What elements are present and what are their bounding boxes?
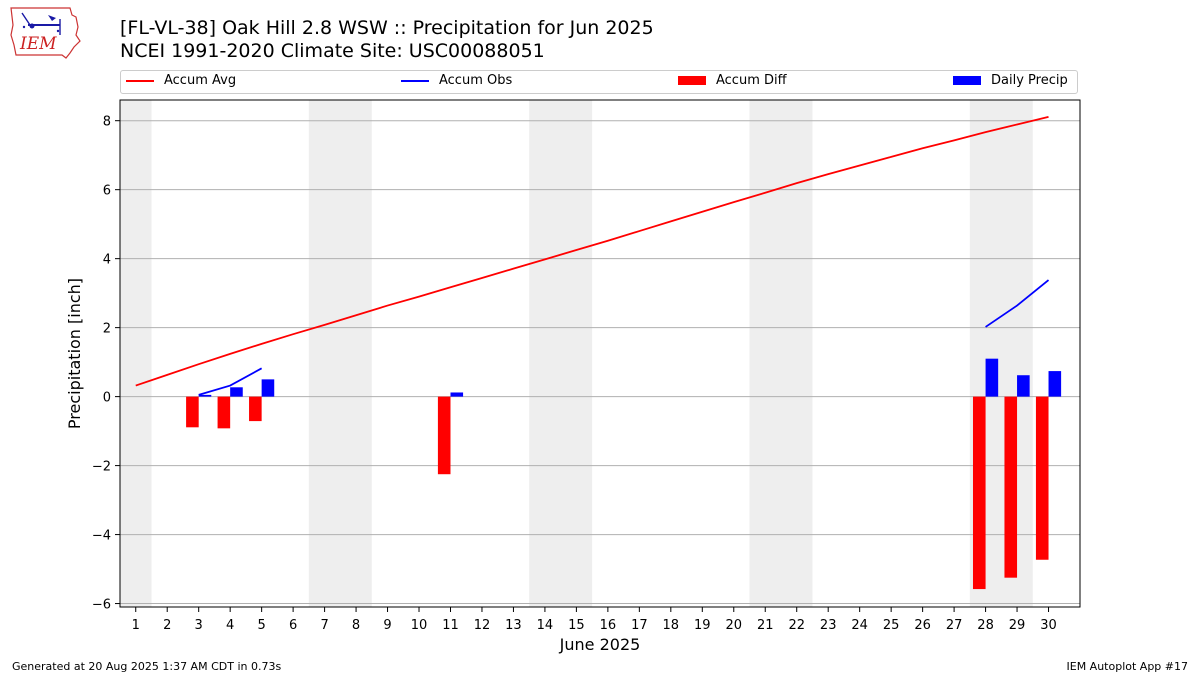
x-tick-label: 5 [257, 618, 265, 633]
weekend-shading [120, 100, 1033, 607]
x-tick-label: 21 [757, 618, 774, 633]
generated-timestamp: Generated at 20 Aug 2025 1:37 AM CDT in … [12, 660, 282, 673]
accum-diff-bar [972, 396, 986, 590]
accum-obs-line [198, 367, 263, 396]
x-tick-label: 13 [505, 618, 522, 633]
accum-diff-bar [1004, 396, 1018, 578]
x-tick-label: 14 [537, 618, 554, 633]
legend-label: Accum Avg [164, 73, 237, 88]
x-axis-label: June 2025 [559, 635, 641, 654]
x-tick-label: 19 [694, 618, 711, 633]
x-tick-label: 9 [383, 618, 391, 633]
chart-subtitle: NCEI 1991-2020 Climate Site: USC00088051 [120, 40, 545, 62]
weekend-band [308, 100, 372, 607]
y-tick-label: −4 [92, 529, 111, 544]
x-tick-label: 27 [946, 618, 963, 633]
app-label: IEM Autoplot App #17 [1066, 660, 1189, 673]
plot-frame [119, 99, 1081, 608]
x-tick-label: 29 [1009, 618, 1026, 633]
legend-label: Accum Obs [439, 73, 513, 88]
legend-swatch [401, 79, 429, 82]
weekend-band [749, 100, 813, 607]
accum-diff-bar [437, 396, 451, 475]
x-tick-label: 7 [320, 618, 328, 633]
legend-swatch [953, 76, 981, 85]
x-tick-label: 16 [600, 618, 617, 633]
x-tick-label: 15 [568, 618, 585, 633]
x-tick-label: 11 [442, 618, 459, 633]
x-tick-label: 6 [289, 618, 297, 633]
x-tick-label: 18 [663, 618, 680, 633]
accum-diff-bar [249, 396, 262, 422]
daily-precip-bar [450, 392, 464, 397]
daily-precip-bar [261, 379, 275, 397]
daily-precip-bar [1048, 371, 1062, 397]
y-tick-label: 6 [103, 184, 111, 199]
x-tick-label: 1 [132, 618, 140, 633]
x-tick-label: 17 [631, 618, 648, 633]
y-tick-label: −2 [92, 460, 111, 475]
legend-swatch [126, 79, 154, 82]
x-tick-label: 25 [883, 618, 900, 633]
chart-title: [FL-VL-38] Oak Hill 2.8 WSW :: Precipita… [120, 17, 654, 39]
x-tick-label: 8 [352, 618, 360, 633]
x-tick-label: 22 [788, 618, 805, 633]
x-tick-label: 4 [226, 618, 234, 633]
x-tick-label: 20 [725, 618, 742, 633]
legend-swatch [678, 76, 706, 85]
daily-precip-bar [1017, 375, 1030, 397]
x-tick-label: 2 [163, 618, 171, 633]
x-tick-label: 26 [914, 618, 931, 633]
accum-diff-bar [186, 396, 199, 428]
x-tick-label: 12 [474, 618, 491, 633]
legend-label: Daily Precip [991, 73, 1068, 88]
legend-item-accum-diff: Accum Diff [678, 73, 787, 88]
weekend-band [120, 100, 152, 607]
y-axis-label: Precipitation [inch] [65, 278, 84, 429]
y-tick-label: −6 [92, 598, 111, 613]
x-tick-label: 24 [851, 618, 868, 633]
grid-lines [120, 120, 1080, 605]
daily-precip-bar [198, 394, 212, 397]
x-tick-label: 28 [977, 618, 994, 633]
x-tick-label: 10 [411, 618, 428, 633]
x-tick-label: 23 [820, 618, 837, 633]
legend-label: Accum Diff [716, 73, 787, 88]
logo-text: IEM [19, 34, 57, 54]
iem-logo: IEM [8, 5, 83, 64]
y-tick-label: 4 [103, 253, 111, 268]
lines [135, 116, 1050, 396]
accum-diff-bar [217, 396, 231, 429]
bars [186, 358, 1062, 590]
y-tick-label: 0 [103, 391, 111, 406]
y-tick-label: 8 [103, 115, 111, 130]
y-tick-label: 2 [103, 322, 111, 337]
daily-precip-bar [230, 387, 243, 397]
weekend-band [529, 100, 593, 607]
accum-diff-bar [1035, 396, 1049, 560]
chart-legend: Accum Avg Accum Obs Accum Diff Daily Pre… [120, 70, 1078, 94]
accum-avg-line [135, 116, 1049, 387]
x-tick-label: 30 [1040, 618, 1057, 633]
legend-item-accum-avg: Accum Avg [126, 73, 236, 88]
accum-obs-line [985, 279, 1050, 328]
x-tick-label: 3 [195, 618, 203, 633]
legend-item-accum-obs: Accum Obs [401, 73, 512, 88]
daily-precip-bar [985, 358, 999, 397]
legend-item-daily-precip: Daily Precip [953, 73, 1068, 88]
